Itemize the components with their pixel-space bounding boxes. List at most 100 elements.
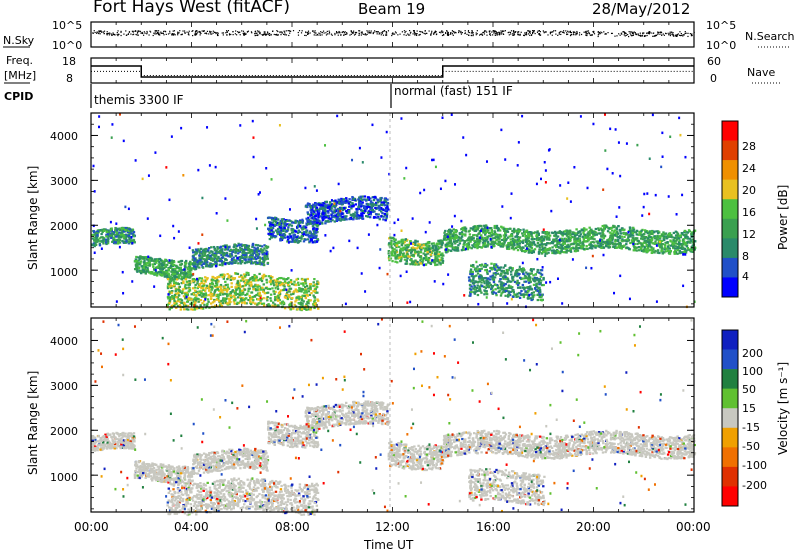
nsky-point (323, 32, 325, 34)
scatter-point (304, 296, 308, 300)
scatter-point (310, 210, 314, 213)
scatter-point (535, 245, 538, 248)
nsky-point (92, 32, 94, 34)
scatter-point (177, 274, 181, 277)
scatter-point (214, 257, 217, 260)
scatter-point (281, 220, 284, 223)
scatter-point (324, 212, 327, 216)
scatter-point (465, 239, 469, 242)
scatter-point (291, 228, 295, 231)
scatter-point (200, 287, 203, 290)
scatter-point (198, 249, 201, 252)
scatter-point (542, 239, 546, 242)
scatter-point (439, 262, 442, 265)
nsky-tick-top: 10^5 (52, 19, 82, 32)
scatter-point (190, 268, 193, 271)
scatter-point (212, 263, 216, 266)
nsky-point (263, 33, 265, 35)
scatter-point (420, 257, 423, 260)
scatter-point (501, 245, 505, 248)
scatter-point (259, 257, 262, 260)
nsky-point (586, 33, 588, 35)
nsky-point (508, 31, 510, 33)
scatter-point (313, 205, 316, 208)
scatter-point (139, 272, 143, 275)
scatter-point (109, 234, 112, 237)
scatter-point (348, 198, 351, 201)
nsky-point (493, 32, 495, 34)
scatter-point (279, 229, 283, 232)
scatter-point (554, 245, 558, 249)
scatter-point (262, 263, 266, 267)
scatter-point (150, 270, 153, 274)
scatter-point (216, 246, 219, 249)
scatter-point (182, 295, 186, 298)
scatter-point (158, 266, 161, 269)
scatter-point (248, 260, 251, 264)
power-scatter (91, 113, 697, 312)
nsky-point (684, 32, 686, 35)
scatter-point (239, 248, 243, 252)
nsky-point (277, 34, 279, 36)
nsky-point (312, 30, 314, 32)
scatter-point (191, 279, 194, 283)
nsky-point (434, 30, 437, 32)
nsky-point (410, 31, 412, 33)
nsky-point (217, 32, 219, 34)
scatter-point (121, 228, 124, 231)
date-label: 28/May/2012 (592, 0, 690, 18)
scatter-point (191, 278, 194, 281)
scatter-point (202, 262, 206, 265)
nsky-point (205, 32, 207, 34)
scatter-point (312, 209, 315, 213)
scatter-point (272, 284, 276, 287)
scatter-point (233, 302, 236, 305)
nsky-point (453, 32, 456, 34)
nsky-point (671, 33, 673, 36)
scatter-point (339, 206, 342, 209)
scatter-point (237, 286, 241, 289)
scatter-point (334, 200, 338, 204)
scatter-point (114, 239, 117, 242)
scatter-point (409, 240, 412, 243)
scatter-point (306, 212, 310, 216)
scatter-point (272, 301, 275, 304)
scatter-point (192, 256, 195, 259)
scatter-point (315, 221, 318, 224)
scatter-point (250, 257, 253, 260)
nsky-point (475, 34, 477, 36)
scatter-point (671, 236, 674, 239)
nsky-point (682, 35, 684, 37)
scatter-point (283, 285, 286, 288)
nsky-point (482, 31, 485, 33)
nsky-point (309, 32, 311, 34)
nsky-point (338, 30, 340, 33)
scatter-point (319, 202, 322, 205)
scatter-point (221, 256, 224, 259)
scatter-point (358, 196, 361, 199)
scatter-point (460, 235, 464, 238)
scatter-point (247, 298, 250, 302)
scatter-point (268, 227, 271, 231)
scatter-point (536, 237, 539, 240)
scatter-point (169, 290, 172, 293)
nsky-point (212, 32, 214, 34)
nsky-point (611, 32, 613, 35)
scatter-point (320, 203, 323, 206)
nsky-point (460, 31, 462, 34)
nsky-point (241, 30, 243, 32)
nsky-point (537, 33, 540, 35)
nsky-point (481, 33, 483, 35)
scatter-point (236, 281, 239, 285)
nsky-point (643, 32, 645, 34)
scatter-point (462, 246, 465, 249)
scatter-point (443, 231, 446, 234)
scatter-point (273, 292, 276, 296)
scatter-point (442, 254, 445, 257)
scatter-point (232, 256, 235, 259)
scatter-point (357, 201, 361, 204)
scatter-point (632, 234, 635, 237)
scatter-point (261, 286, 264, 289)
nsky-point (637, 33, 639, 35)
scatter-point (244, 246, 247, 249)
